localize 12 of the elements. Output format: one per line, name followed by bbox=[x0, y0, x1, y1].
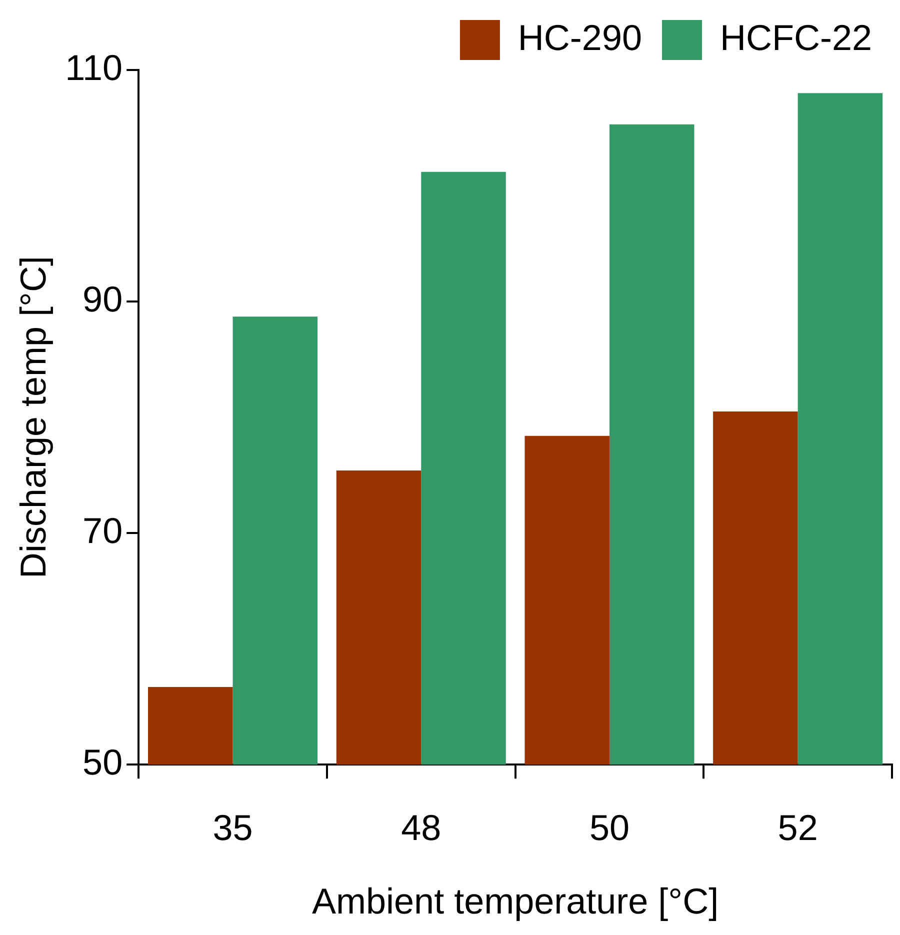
legend-label: HCFC-22 bbox=[720, 16, 872, 58]
x-tick-label: 50 bbox=[589, 807, 630, 848]
y-tick-label: 70 bbox=[82, 510, 123, 551]
x-axis-title: Ambient temperature [°C] bbox=[312, 880, 719, 922]
y-axis-title: Discharge temp [°C] bbox=[12, 256, 54, 579]
x-tick-label: 35 bbox=[212, 807, 253, 848]
legend-label: HC-290 bbox=[518, 16, 642, 58]
x-tick-label: 52 bbox=[778, 807, 818, 848]
y-tick-label: 90 bbox=[82, 278, 123, 320]
x-tick-label: 48 bbox=[401, 807, 442, 848]
y-tick-label: 110 bbox=[65, 46, 123, 88]
y-tick-label: 50 bbox=[82, 742, 123, 783]
